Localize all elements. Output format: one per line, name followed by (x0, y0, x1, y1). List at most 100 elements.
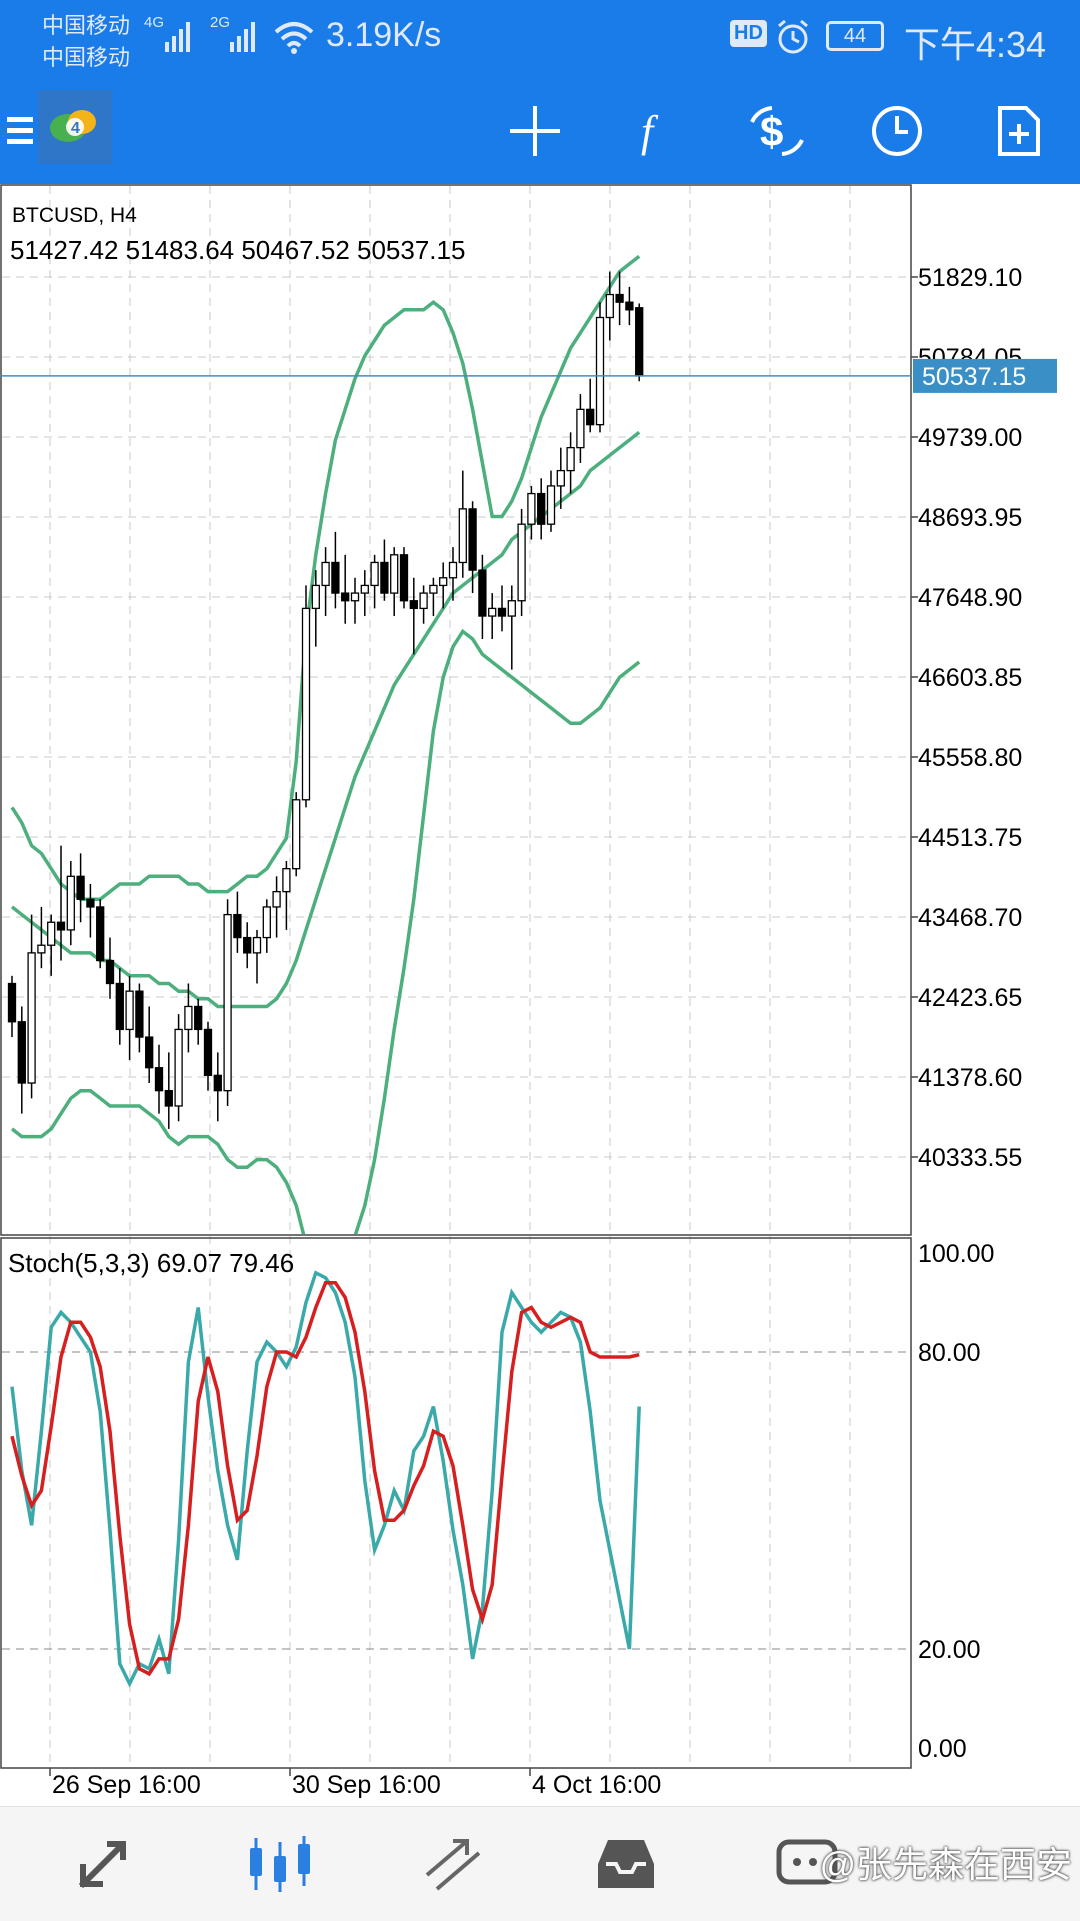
price-tick-label: 48693.95 (918, 504, 1022, 532)
candle-body (419, 592, 428, 610)
time-tick-label: 4 Oct 16:00 (532, 1771, 661, 1799)
candle-body (252, 936, 262, 954)
bollinger-bands (10, 254, 641, 1234)
price-tick-label: 51829.10 (918, 264, 1022, 292)
candle-body (203, 1028, 213, 1077)
top-toolbar: 4 f $ (0, 78, 1080, 184)
symbol-timeframe: BTCUSD, H4 (12, 204, 137, 227)
time-axis: 26 Sep 16:00 30 Sep 16:00 4 Oct 16:00 (49, 1768, 661, 1799)
wifi-icon (274, 22, 314, 54)
chart-canvas[interactable]: 51829.1050784.0549739.0048693.9547648.90… (0, 184, 1080, 1804)
candle-body (96, 906, 105, 962)
candle-body (184, 1005, 193, 1031)
candle-body (360, 584, 369, 594)
candle-body (390, 554, 399, 594)
clock: 下午4:34 (903, 24, 1046, 65)
carrier-2: 中国移动 (42, 45, 131, 70)
price-axis: 51829.1050784.0549739.0048693.9547648.90… (911, 264, 1022, 1172)
candle-body (478, 569, 487, 617)
current-price-tag (913, 358, 1057, 393)
price-tick-label: 47648.90 (918, 584, 1022, 612)
stochastic-lines (10, 1270, 641, 1688)
candle-body (595, 316, 605, 426)
stoch-tick-label: 100.00 (918, 1240, 994, 1268)
messages-icon[interactable] (770, 1827, 850, 1901)
quotes-icon[interactable] (66, 1827, 146, 1901)
battery-icon: 44 (826, 21, 884, 51)
menu-icon[interactable] (0, 98, 40, 164)
candle-body (27, 952, 36, 1084)
price-tick-label: 43468.70 (918, 904, 1022, 932)
indicator-frame (0, 1237, 912, 1769)
stoch-tick-label: 20.00 (918, 1636, 981, 1664)
symbols-icon[interactable]: $ (742, 98, 812, 164)
timeframe-icon[interactable] (862, 98, 932, 164)
candle-body (164, 1090, 173, 1107)
candle-body (341, 592, 350, 602)
candle-body (546, 485, 556, 525)
bottom-nav (0, 1806, 1080, 1921)
candle-body (272, 890, 281, 908)
stoch-tick-label: 80.00 (918, 1339, 981, 1367)
history-icon[interactable] (586, 1827, 666, 1901)
candle-body (213, 1074, 222, 1092)
candle-body (380, 561, 389, 594)
candle-body (76, 875, 85, 900)
candle-body (350, 592, 360, 602)
candle-body (86, 898, 95, 908)
candle-body (556, 469, 565, 487)
candle-body (507, 600, 516, 617)
main-chart-frame (0, 184, 912, 1236)
objects-icon[interactable] (984, 98, 1054, 164)
chart-icon[interactable] (240, 1827, 320, 1901)
network-speed: 3.19K/s (326, 16, 442, 54)
candle-body (301, 607, 311, 801)
svg-text:4: 4 (71, 120, 80, 137)
candle-body (115, 982, 124, 1031)
ohlc-values: 51427.42 51483.64 50467.52 50537.15 (10, 235, 465, 265)
candle-body (105, 959, 115, 985)
svg-text:$: $ (760, 108, 783, 155)
candle-body (429, 584, 438, 594)
crosshair-icon[interactable] (500, 98, 570, 164)
signal-icon-2 (230, 22, 255, 52)
candle-body (439, 577, 448, 587)
network-type-1: 4G (144, 14, 165, 31)
candle-body (56, 921, 66, 931)
alarm-icon (778, 19, 808, 54)
candle-body (37, 944, 46, 954)
candle-body (194, 1005, 203, 1031)
status-bar: 中国移动 中国移动 4G 2G 3.19K/s HD 44 下午4:34 (0, 0, 1080, 78)
candle-body (7, 982, 17, 1023)
network-type-2: 2G (210, 14, 231, 31)
candle-body (282, 868, 291, 893)
watermark: @张先森在西安 (819, 1844, 1072, 1885)
trade-icon[interactable] (414, 1827, 494, 1901)
candle-body (537, 492, 546, 525)
carrier-1: 中国移动 (42, 13, 131, 38)
candle-body (233, 913, 242, 939)
candle-body (517, 523, 526, 602)
stochastic-axis: 100.00 80.00 20.00 0.00 (918, 1240, 994, 1763)
bollinger-lower-line (10, 628, 641, 1234)
candle-body (448, 561, 458, 579)
chart-area[interactable]: 51829.10 50784.05 49739.00 48693.95 47648.90… (0, 184, 1080, 1804)
candle-body (135, 990, 144, 1038)
candle-body (458, 508, 467, 564)
price-tick-label: 42423.65 (918, 984, 1022, 1012)
candle-body (409, 600, 418, 610)
candle-body (331, 561, 340, 594)
candle-body (47, 921, 56, 946)
stoch-label: Stoch(5,3,3) 69.07 79.46 (8, 1248, 294, 1278)
time-tick-label: 26 Sep 16:00 (52, 1771, 201, 1799)
candle-body (262, 906, 271, 939)
app-logo-icon[interactable]: 4 (38, 90, 112, 164)
price-tick-label: 40333.55 (918, 1144, 1022, 1172)
candle-body (125, 990, 134, 1031)
candle-body (586, 408, 595, 426)
signal-icon-1 (165, 22, 190, 52)
indicators-icon[interactable]: f (620, 98, 690, 164)
candle-body (145, 1036, 154, 1069)
candle-body (223, 913, 232, 1092)
candle-body (625, 301, 634, 311)
